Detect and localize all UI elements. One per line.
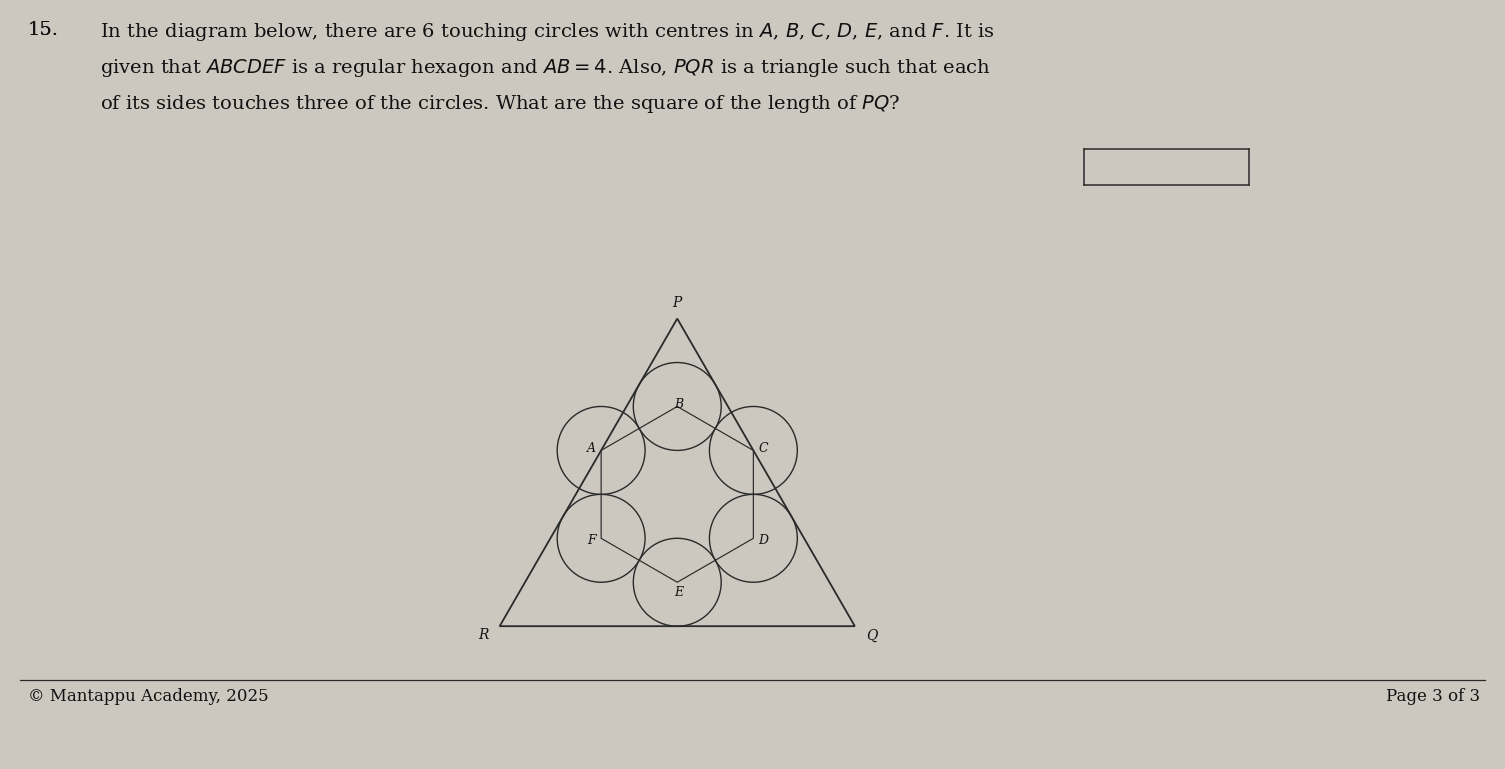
Text: © Mantappu Academy, 2025: © Mantappu Academy, 2025: [29, 688, 268, 705]
Text: 15.: 15.: [29, 21, 59, 39]
Text: F: F: [587, 534, 596, 547]
Text: 15.: 15.: [29, 21, 59, 39]
Text: of its sides touches three of the circles. What are the square of the length of : of its sides touches three of the circle…: [99, 93, 900, 115]
Text: Page 3 of 3: Page 3 of 3: [1386, 688, 1479, 705]
Text: given that $\mathit{ABCDEF}$ is a regular hexagon and $\mathit{AB}=4$. Also, $\m: given that $\mathit{ABCDEF}$ is a regula…: [99, 57, 990, 79]
Text: D: D: [759, 534, 768, 547]
Text: B: B: [674, 398, 683, 411]
Text: P: P: [673, 296, 682, 310]
Text: Q: Q: [865, 628, 877, 642]
Text: A: A: [587, 441, 596, 454]
Text: C: C: [759, 441, 768, 454]
Text: R: R: [479, 628, 489, 642]
Text: In the diagram below, there are 6 touching circles with centres in $A$, $B$, $C$: In the diagram below, there are 6 touchi…: [99, 21, 995, 43]
Text: E: E: [674, 586, 683, 598]
